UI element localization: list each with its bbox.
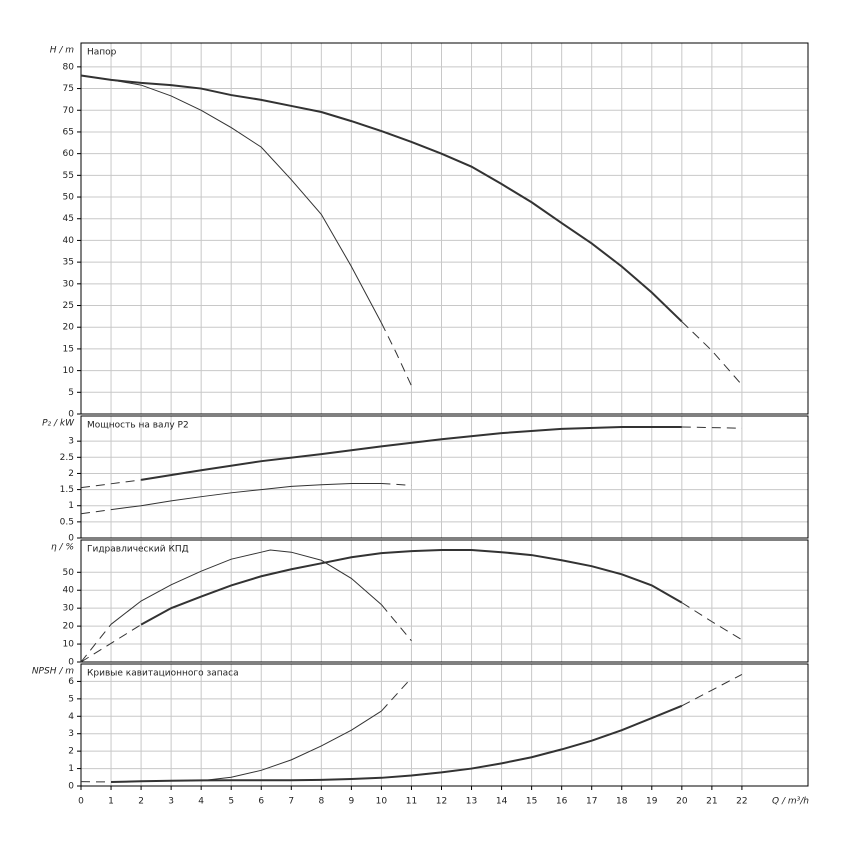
- curve: [80, 624, 112, 663]
- x-tick-label: 12: [436, 797, 447, 807]
- x-tick-label: 15: [526, 797, 537, 807]
- x-axis-label: Q / m³/h: [772, 797, 809, 807]
- curve: [110, 549, 382, 625]
- curve: [381, 677, 412, 712]
- x-tick-label: 19: [646, 797, 658, 807]
- y-tick-label: 3: [68, 437, 74, 447]
- curve: [140, 425, 682, 481]
- x-tick-label: 0: [78, 797, 84, 807]
- y-tick-label: 0: [68, 658, 74, 668]
- x-tick-label: 1: [108, 797, 114, 807]
- y-tick-label: 30: [63, 279, 75, 289]
- y-tick-label: 5: [68, 388, 74, 398]
- curve: [80, 75, 382, 324]
- y-axis-label: η / %: [51, 543, 74, 553]
- curve: [381, 604, 412, 642]
- curve: [381, 482, 412, 486]
- x-tick-label: 13: [466, 797, 477, 807]
- y-tick-label: 40: [63, 586, 75, 596]
- y-tick-label: 75: [63, 84, 74, 94]
- curve: [380, 322, 412, 387]
- y-tick-label: 0: [68, 534, 74, 544]
- curve: [80, 509, 112, 515]
- curve: [110, 482, 382, 511]
- y-tick-label: 40: [63, 236, 75, 246]
- y-tick-label: 3: [68, 729, 74, 739]
- y-tick-label: 20: [63, 323, 75, 333]
- y-tick-label: 10: [63, 366, 75, 376]
- x-tick-label: 14: [496, 797, 508, 807]
- y-tick-label: 10: [63, 640, 75, 650]
- y-tick-label: 2.5: [60, 453, 74, 463]
- y-axis-label: H / m: [50, 46, 75, 56]
- y-tick-label: 20: [63, 622, 75, 632]
- y-tick-label: 30: [63, 604, 75, 614]
- y-axis-label: P₂ / kW: [42, 419, 75, 429]
- y-tick-label: 25: [63, 301, 74, 311]
- x-tick-label: 7: [288, 797, 294, 807]
- x-tick-label: 22: [736, 797, 747, 807]
- y-tick-label: 70: [63, 106, 75, 116]
- curve: [681, 602, 743, 641]
- y-axis-label: NPSH / m: [32, 667, 74, 677]
- plot-frame: [80, 42, 809, 415]
- y-tick-label: 65: [63, 127, 74, 137]
- y-tick-label: 50: [63, 193, 75, 203]
- panel-title: Кривые кавитационного запаса: [87, 669, 239, 679]
- curve: [201, 710, 382, 782]
- x-tick-label: 11: [406, 797, 417, 807]
- y-tick-label: 80: [63, 62, 75, 72]
- x-tick-label: 4: [198, 797, 204, 807]
- curve: [80, 624, 142, 663]
- y-tick-label: 1: [68, 501, 74, 511]
- x-tick-label: 8: [318, 797, 324, 807]
- x-tick-label: 10: [376, 797, 388, 807]
- x-tick-label: 16: [556, 797, 568, 807]
- y-tick-label: 45: [63, 214, 74, 224]
- curve: [80, 74, 683, 323]
- plot-frame: [80, 663, 809, 787]
- plot-frame: [80, 415, 809, 539]
- y-tick-label: 2: [68, 469, 74, 479]
- x-tick-label: 9: [349, 797, 355, 807]
- y-tick-label: 55: [63, 171, 74, 181]
- y-tick-label: 15: [63, 344, 74, 354]
- y-tick-label: 6: [68, 677, 74, 687]
- panel-title: Напор: [87, 48, 117, 58]
- curve: [681, 426, 742, 429]
- y-tick-label: 50: [63, 568, 75, 578]
- x-tick-label: 18: [616, 797, 628, 807]
- plot-frame: [80, 539, 809, 663]
- x-tick-label: 20: [676, 797, 688, 807]
- y-tick-label: 2: [68, 747, 74, 757]
- curve: [681, 674, 743, 707]
- curve: [80, 479, 142, 489]
- x-tick-label: 2: [138, 797, 144, 807]
- curve: [111, 704, 683, 783]
- y-tick-label: 1.5: [60, 485, 74, 495]
- x-tick-label: 5: [228, 797, 234, 807]
- x-tick-label: 17: [586, 797, 597, 807]
- y-tick-label: 0: [68, 410, 74, 420]
- y-tick-label: 4: [68, 712, 74, 722]
- curve: [140, 549, 683, 626]
- x-tick-label: 3: [168, 797, 174, 807]
- panel-title: Гидравлический КПД: [87, 545, 189, 555]
- x-tick-label: 6: [258, 797, 264, 807]
- y-tick-label: 1: [68, 764, 74, 774]
- y-tick-label: 60: [63, 149, 75, 159]
- panel-title: Мощность на валу P2: [87, 421, 189, 431]
- y-tick-label: 0: [68, 782, 74, 792]
- y-tick-label: 35: [63, 258, 74, 268]
- y-tick-label: 0.5: [60, 517, 74, 527]
- x-tick-label: 21: [706, 797, 717, 807]
- y-tick-label: 5: [68, 694, 74, 704]
